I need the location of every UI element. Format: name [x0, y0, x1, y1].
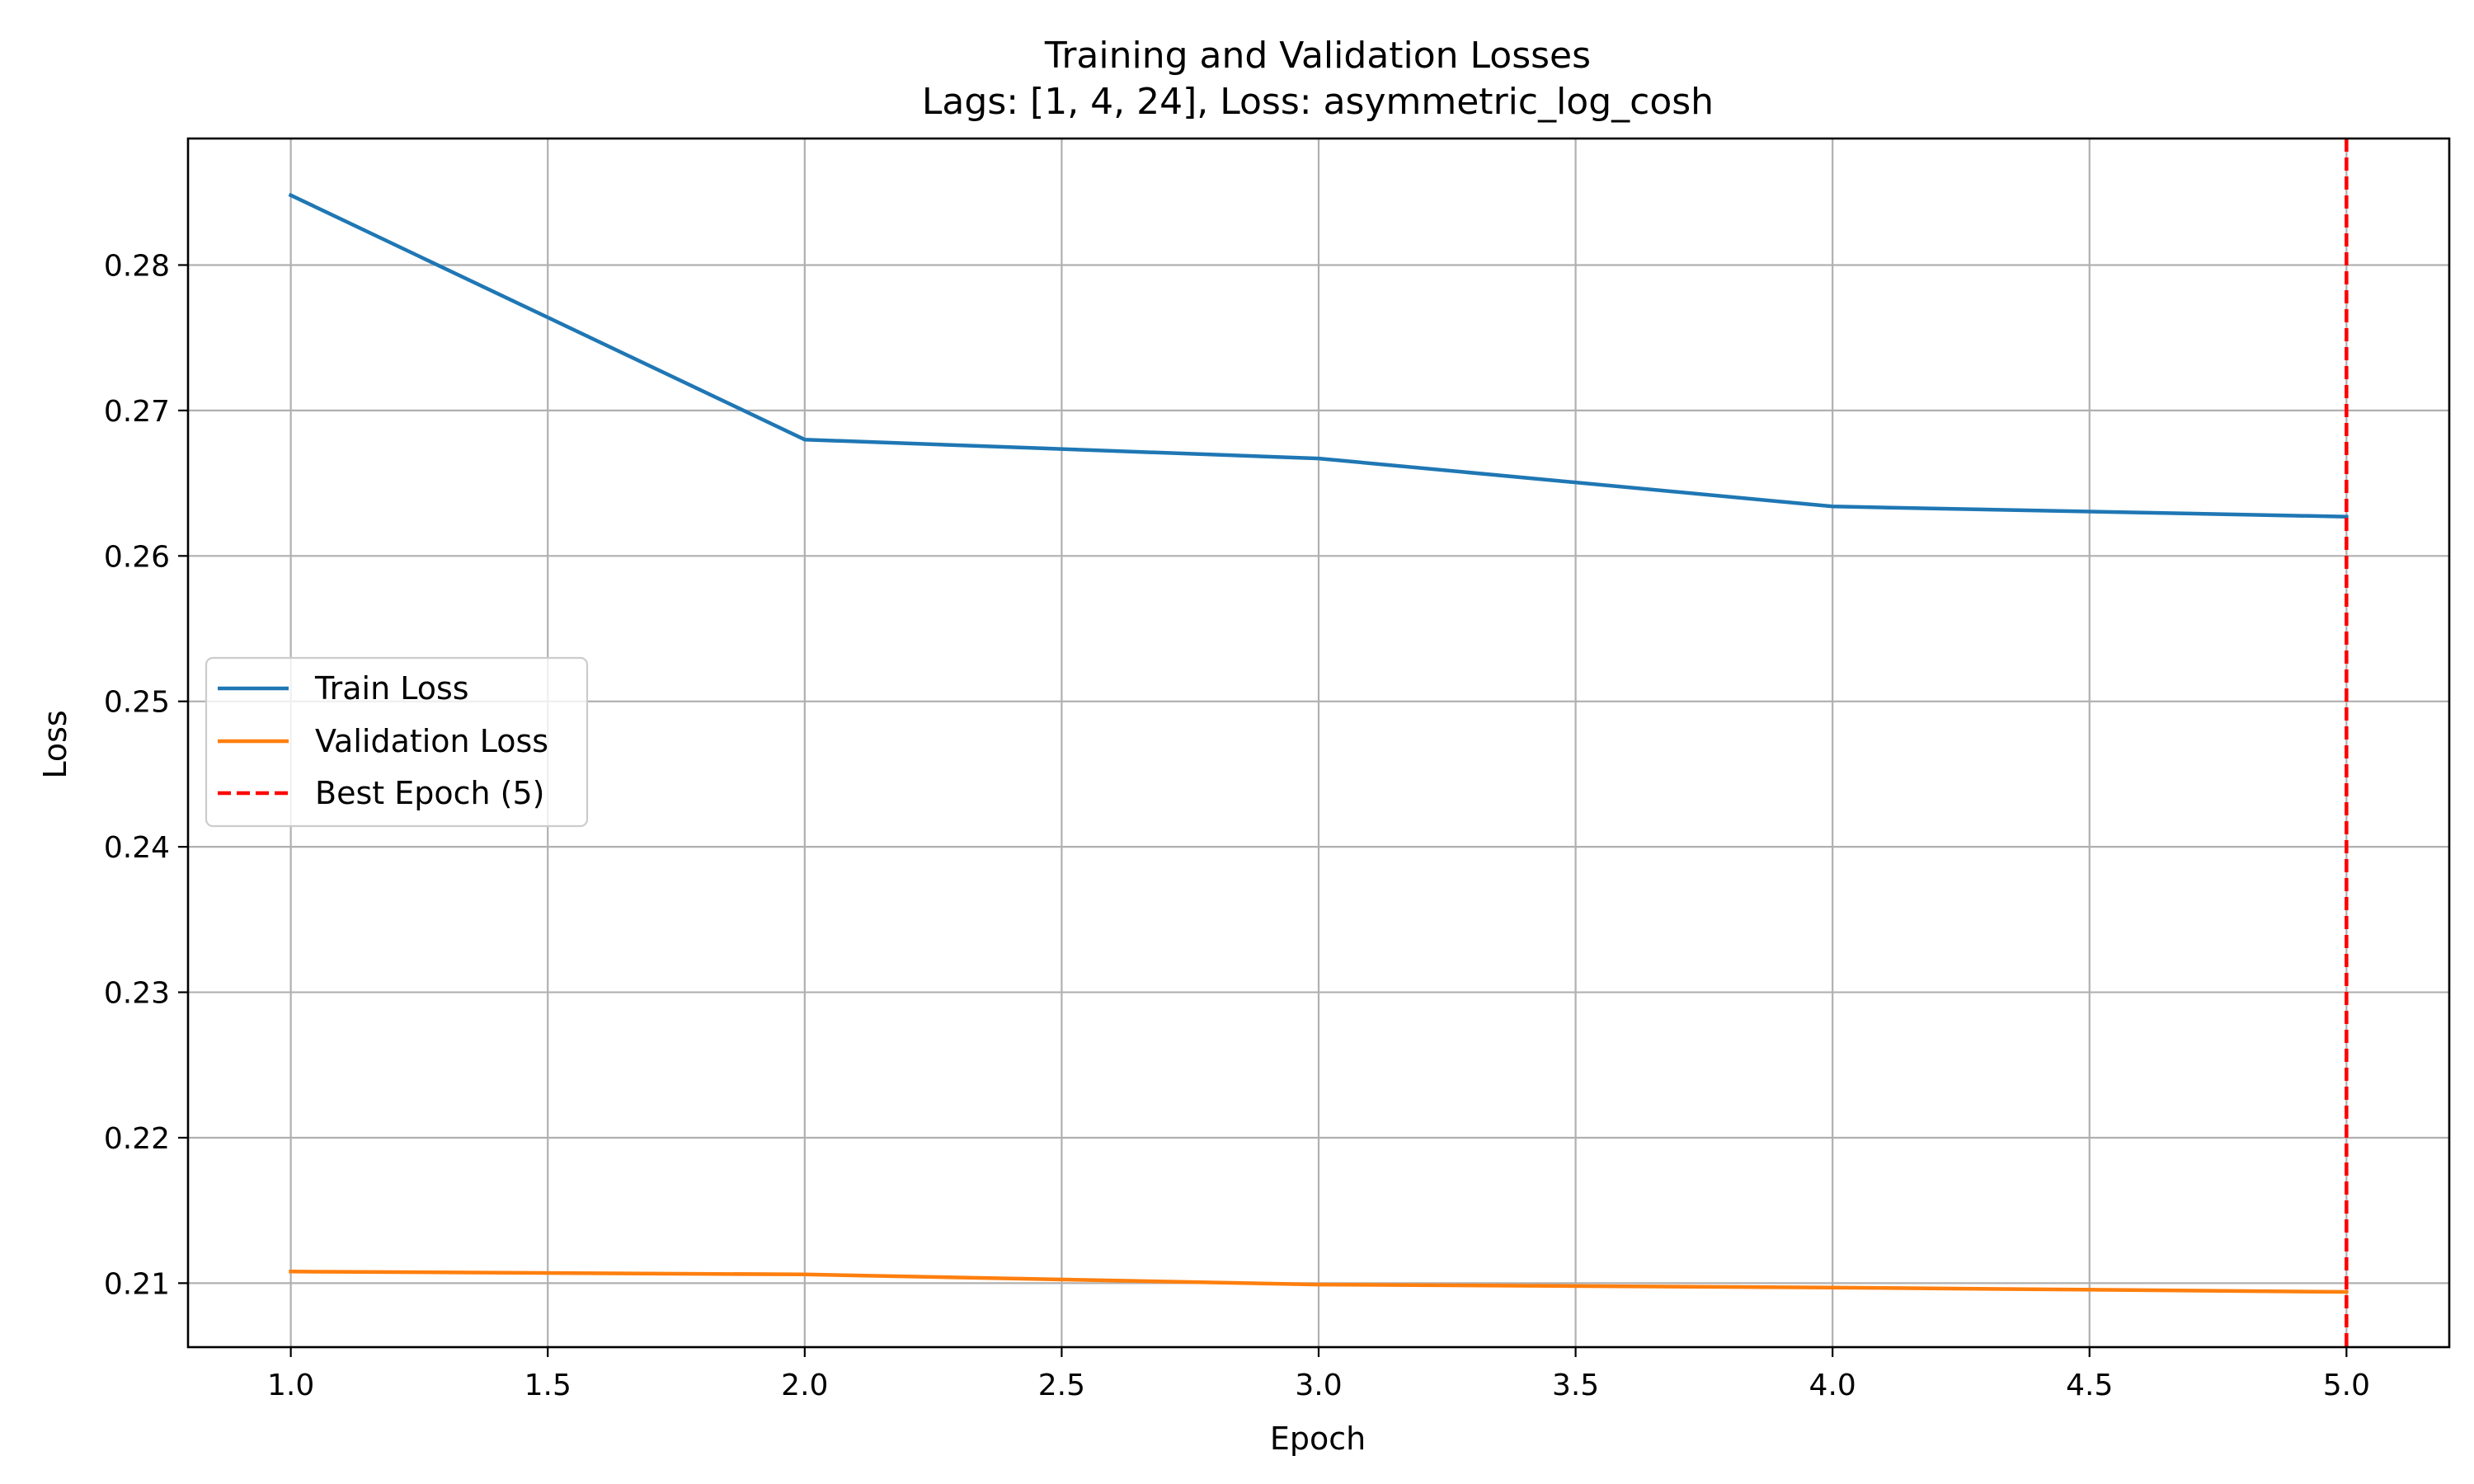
x-tick-label: 4.0 — [1809, 1369, 1856, 1402]
y-tick-label: 0.23 — [104, 977, 170, 1011]
y-tick-label: 0.22 — [104, 1122, 170, 1156]
x-tick-label: 3.5 — [1552, 1369, 1599, 1402]
y-axis-label: Loss — [37, 710, 73, 778]
axis-ticks: 1.0 1.5 2.0 2.5 3.0 3.5 4.0 4.5 5.0 0.21 0.22 0.23 0… — [104, 249, 2370, 1402]
legend-label-best-epoch: Best Epoch (5) — [315, 775, 545, 811]
x-tick-label: 1.0 — [267, 1369, 314, 1402]
y-tick-label: 0.26 — [104, 540, 170, 574]
y-tick-label: 0.21 — [104, 1267, 170, 1301]
x-tick-label: 3.0 — [1295, 1369, 1342, 1402]
y-tick-label: 0.24 — [104, 831, 170, 865]
series-line-validation-loss — [289, 1270, 2349, 1294]
x-tick-label: 1.5 — [524, 1369, 571, 1402]
legend-box — [205, 656, 589, 828]
x-tick-label: 2.0 — [781, 1369, 828, 1402]
legend: Train Loss Validation Loss Best Epoch (5… — [205, 656, 589, 828]
plot-frame — [186, 137, 2451, 1349]
legend-label-train-loss: Train Loss — [314, 670, 469, 707]
y-tick-label: 0.25 — [104, 686, 170, 720]
x-axis-label: Epoch — [1270, 1421, 1366, 1457]
legend-label-validation-loss: Validation Loss — [315, 723, 548, 759]
series-line-train-loss — [288, 192, 2349, 519]
chart-title: Training and Validation Losses — [1044, 35, 1591, 77]
chart-subtitle: Lags: [1, 4, 24], Loss: asymmetric_log_c… — [922, 81, 1714, 123]
y-tick-label: 0.28 — [104, 249, 170, 283]
x-tick-label: 2.5 — [1038, 1369, 1085, 1402]
x-tick-label: 4.5 — [2066, 1369, 2113, 1402]
plot-series — [288, 139, 2349, 1347]
x-tick-label: 5.0 — [2323, 1369, 2370, 1402]
y-tick-label: 0.27 — [104, 395, 170, 429]
